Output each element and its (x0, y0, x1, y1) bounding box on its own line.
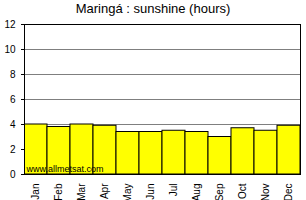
svg-text:Dec: Dec (283, 184, 294, 200)
svg-text:Apr: Apr (99, 183, 110, 199)
svg-text:Feb: Feb (53, 183, 64, 200)
svg-text:6: 6 (10, 94, 16, 105)
svg-text:10: 10 (4, 44, 16, 55)
svg-text:Mar: Mar (76, 183, 87, 200)
svg-text:Oct: Oct (237, 183, 248, 199)
html-text:Maringá : sunshine (hours): Maringá : sunshine (hours) (75, 1, 231, 16)
svg-text:Jan: Jan (30, 184, 41, 200)
svg-text:0: 0 (10, 169, 16, 180)
svg-text:8: 8 (10, 69, 16, 80)
svg-text:12: 12 (4, 19, 16, 30)
svg-text:Nov: Nov (260, 184, 271, 200)
svg-text:May: May (122, 184, 133, 200)
svg-text:4: 4 (10, 119, 16, 130)
svg-text:2: 2 (10, 144, 16, 155)
svg-text:Sep: Sep (214, 183, 225, 200)
svg-text:www.allmetsat.com: www.allmetsat.com (26, 164, 104, 174)
svg-text:Aug: Aug (191, 184, 202, 200)
svg-text:Jul: Jul (168, 184, 179, 197)
svg-text:Jun: Jun (145, 184, 156, 200)
